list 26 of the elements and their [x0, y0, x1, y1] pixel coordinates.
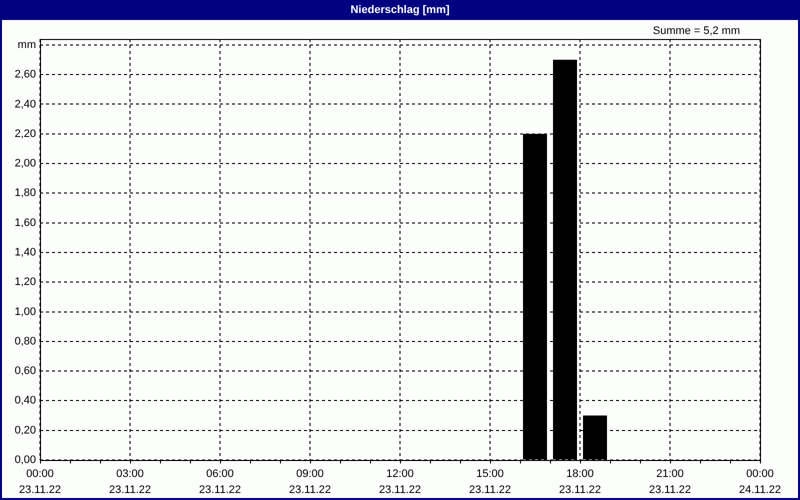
y-tick-label: 0,00 [14, 454, 36, 466]
y-tick-label: 1,60 [14, 216, 36, 229]
y-tick-label: 0,40 [14, 394, 36, 407]
text: Summe = 5,2 mm [652, 25, 740, 38]
x-tick-label: 21:00 23.11.22 [648, 468, 692, 496]
x-tick-label: 00:00 23.11.22 [18, 468, 62, 496]
y-tick-label: mm [18, 38, 36, 51]
y-tick-label: 1,00 [14, 306, 36, 318]
y-tick-label: 0,60 [14, 365, 36, 378]
x-tick-label: 06:00 23.11.22 [198, 468, 242, 496]
y-tick-label: 0,20 [14, 424, 36, 436]
x-tick-label: 18:00 23.11.22 [558, 468, 602, 496]
y-tick-label: 1,20 [14, 276, 36, 288]
y-tick-label: 1,80 [14, 187, 36, 200]
x-tick-label: 09:00 23.11.22 [288, 468, 332, 496]
y-tick-label: 2,00 [14, 158, 36, 170]
x-tick-label: 00:00 24.11.22 [738, 468, 782, 496]
y-tick-label: 2,60 [14, 68, 36, 81]
chart-title: Niederschlag [mm] [350, 4, 450, 16]
y-tick-label: 1,40 [14, 246, 36, 258]
y-tick-label: 0,80 [14, 335, 36, 348]
x-tick-label: 03:00 23.11.22 [108, 468, 152, 496]
x-tick-label: 15:00 23.11.22 [468, 468, 512, 496]
y-tick-label: 2,40 [14, 98, 36, 110]
x-tick-label: 12:00 23.11.22 [378, 468, 422, 496]
y-tick-label: 2,20 [14, 128, 36, 140]
